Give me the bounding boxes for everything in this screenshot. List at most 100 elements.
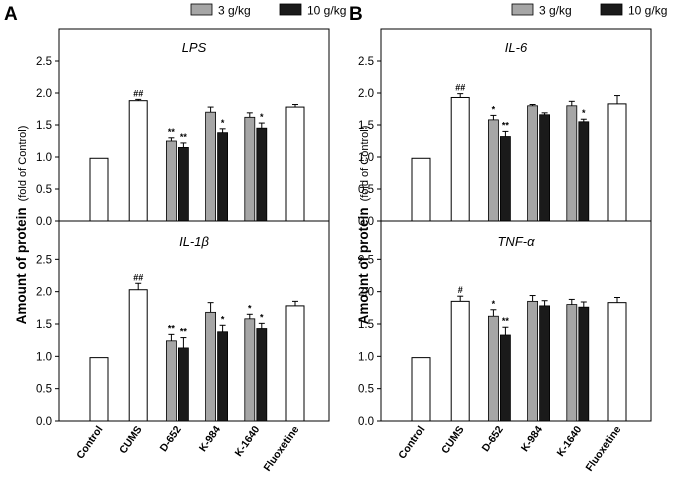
x-tick-label-fluoxetine: Fluoxetine bbox=[262, 424, 302, 474]
x-tick-label-k-1640: K-1640 bbox=[555, 424, 585, 459]
x-tick-label-cums: CUMS bbox=[117, 424, 145, 456]
significance-label: ** bbox=[502, 316, 510, 326]
y-axis-label-bold: Amount of protein bbox=[356, 207, 371, 324]
x-tick-label-fluoxetine: Fluoxetine bbox=[584, 424, 624, 474]
significance-label: ## bbox=[133, 272, 143, 282]
significance-label: ## bbox=[133, 88, 143, 98]
bar-k-1640-3gkg bbox=[566, 105, 578, 222]
bar-d-652-10gkg bbox=[177, 347, 189, 422]
significance-label: ** bbox=[180, 327, 188, 337]
y-tick-label: 1.0 bbox=[358, 351, 374, 363]
bar-control bbox=[89, 157, 109, 222]
panel-letter-a: A bbox=[4, 4, 18, 25]
y-tick-label: 1.0 bbox=[36, 152, 52, 164]
chart-title: IL-6 bbox=[505, 40, 528, 55]
significance-label: * bbox=[221, 314, 225, 324]
significance-label: * bbox=[260, 112, 264, 122]
chart-il-6: 0.00.51.01.52.02.5IL-6##**** bbox=[358, 28, 652, 228]
significance-label: * bbox=[248, 303, 252, 313]
bar-k-1640-3gkg bbox=[244, 116, 256, 222]
bar-control bbox=[411, 157, 431, 222]
x-tick-label-k-1640: K-1640 bbox=[233, 424, 263, 459]
y-tick-label: 1.5 bbox=[358, 120, 374, 132]
bar-fluoxetine bbox=[285, 305, 305, 422]
y-tick-label: 2.0 bbox=[36, 88, 52, 100]
bar-control bbox=[89, 357, 109, 422]
bar-k-984-3gkg bbox=[527, 300, 538, 422]
x-tick-label-cums: CUMS bbox=[439, 424, 467, 456]
y-tick-label: 0.0 bbox=[358, 416, 374, 428]
y-axis-label-normal: (fold of Control) bbox=[17, 126, 29, 202]
bar-k-984-10gkg bbox=[539, 305, 550, 422]
chart-title-text: IL-1 bbox=[179, 234, 201, 249]
legend-swatch-3gkg-a bbox=[190, 3, 213, 16]
bar-d-652-10gkg bbox=[177, 146, 189, 222]
y-axis-label-a: Amount of protein (fold of Control) bbox=[14, 126, 29, 325]
y-tick-label: 1.5 bbox=[36, 120, 52, 132]
significance-label: * bbox=[492, 104, 496, 114]
significance-label: ** bbox=[168, 127, 176, 137]
chart-title: LPS bbox=[182, 40, 207, 55]
significance-label: # bbox=[458, 285, 463, 295]
bar-k-984-3gkg bbox=[205, 111, 217, 222]
chart-title-greek: β bbox=[200, 234, 209, 249]
bar-fluoxetine bbox=[285, 106, 305, 222]
bar-cums bbox=[128, 289, 148, 422]
chart-tnf-alpha: 0.00.51.01.52.02.5TNF-αControl#CUMS***D-… bbox=[358, 220, 652, 474]
x-tick-label-control: Control bbox=[396, 424, 427, 462]
y-tick-label: 1.0 bbox=[36, 351, 52, 363]
y-tick-label: 2.5 bbox=[358, 56, 374, 68]
chart-title-text: IL-6 bbox=[505, 40, 528, 55]
bar-k-1640-10gkg bbox=[256, 127, 268, 222]
bar-d-652-3gkg bbox=[487, 119, 499, 222]
significance-label: * bbox=[260, 312, 264, 322]
bar-d-652-10gkg bbox=[499, 136, 511, 222]
bar-fluoxetine bbox=[607, 302, 627, 422]
x-tick-label-d-652: D-652 bbox=[480, 424, 506, 454]
y-tick-label: 2.5 bbox=[36, 254, 52, 266]
legend-label-10gkg-a: 10 g/kg bbox=[307, 4, 346, 18]
y-axis-label-b: Amount of protein (fold of Control) bbox=[356, 126, 371, 325]
y-tick-label: 0.5 bbox=[358, 184, 374, 196]
chart-title-text: TNF- bbox=[497, 234, 527, 249]
y-tick-label: 0.0 bbox=[358, 216, 374, 228]
y-tick-label: 1.0 bbox=[358, 152, 374, 164]
chart-title-text: LPS bbox=[182, 40, 207, 55]
y-tick-label: 0.5 bbox=[358, 384, 374, 396]
x-tick-label-k-984: K-984 bbox=[197, 424, 223, 454]
bar-k-1640-10gkg bbox=[578, 121, 590, 222]
y-axis-label-bold: Amount of protein bbox=[14, 207, 29, 324]
bar-k-1640-10gkg bbox=[256, 328, 268, 422]
significance-label: ** bbox=[502, 120, 510, 130]
panel-letter-b: B bbox=[349, 4, 363, 25]
bar-control bbox=[411, 357, 431, 422]
plot-frame bbox=[58, 220, 330, 422]
bar-cums bbox=[128, 100, 148, 222]
legend-swatch-10gkg-b bbox=[600, 3, 623, 16]
significance-label: ** bbox=[168, 323, 176, 333]
y-tick-label: 0.5 bbox=[36, 384, 52, 396]
bar-cums bbox=[450, 300, 470, 422]
bar-k-984-10gkg bbox=[539, 114, 550, 222]
legend-swatch-10gkg-a bbox=[279, 3, 302, 16]
significance-label: ## bbox=[455, 83, 465, 93]
significance-label: * bbox=[582, 108, 586, 118]
x-tick-label-k-984: K-984 bbox=[519, 424, 545, 454]
y-tick-label: 0.5 bbox=[36, 184, 52, 196]
chart-title: IL-1β bbox=[179, 234, 209, 249]
y-tick-label: 0.0 bbox=[36, 416, 52, 428]
bar-cums bbox=[450, 96, 470, 222]
y-tick-label: 1.5 bbox=[36, 319, 52, 331]
y-tick-label: 2.0 bbox=[36, 287, 52, 299]
y-tick-label: 1.5 bbox=[358, 319, 374, 331]
bar-d-652-3gkg bbox=[165, 140, 177, 222]
bar-d-652-3gkg bbox=[165, 340, 177, 422]
bar-k-984-10gkg bbox=[217, 331, 229, 422]
y-axis-label-normal: (fold of Control) bbox=[359, 126, 371, 202]
bar-k-1640-3gkg bbox=[244, 318, 256, 422]
x-tick-label-control: Control bbox=[74, 424, 105, 462]
plot-frame bbox=[380, 220, 652, 422]
chart-title-greek: α bbox=[527, 234, 535, 249]
y-tick-label: 2.5 bbox=[36, 56, 52, 68]
